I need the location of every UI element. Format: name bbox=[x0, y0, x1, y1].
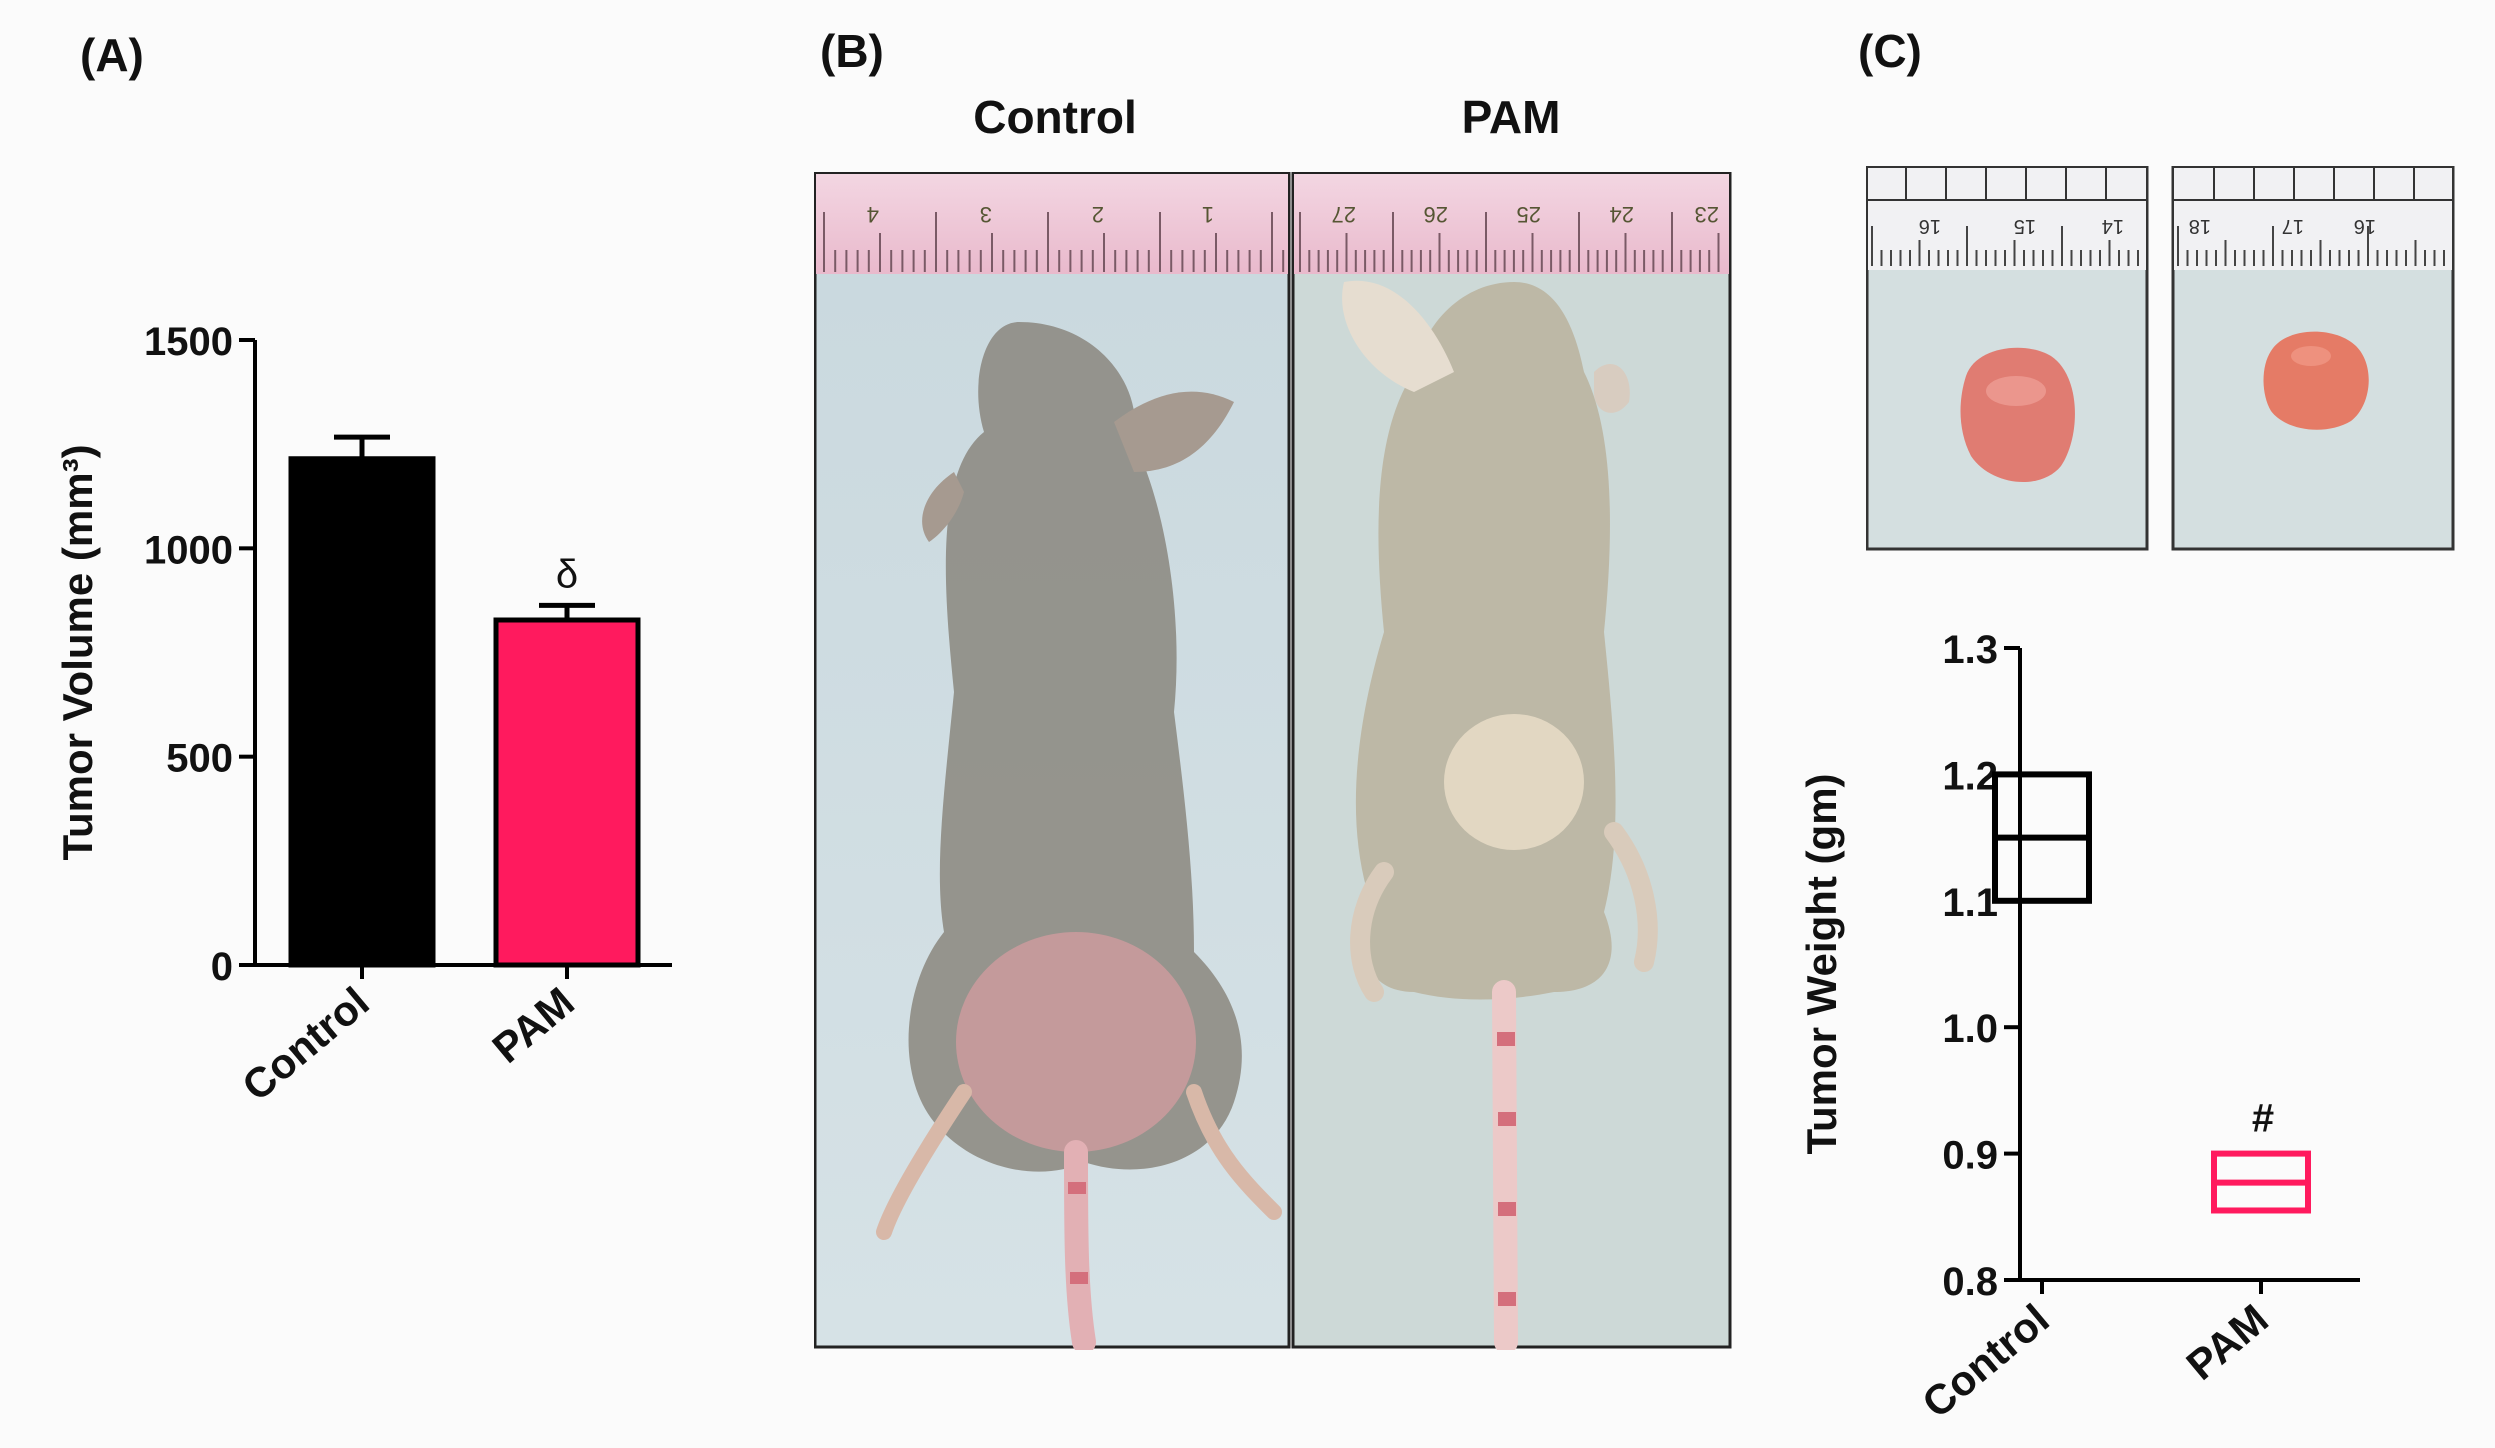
x-tick-label: PAM bbox=[2177, 1295, 2276, 1389]
tumor-photo-pam: 18 17 16 bbox=[2171, 166, 2455, 551]
ruler-number: 23 bbox=[1695, 202, 1719, 227]
y-tick-label: 0.9 bbox=[1942, 1134, 1998, 1178]
y-tick-label: 1.1 bbox=[1942, 881, 1998, 925]
control-mouse-body bbox=[908, 322, 1242, 1172]
y-tick-label: 1000 bbox=[144, 528, 233, 572]
ruler bbox=[1294, 174, 1729, 274]
ruler-number: 16 bbox=[1919, 215, 1941, 237]
ruler-number: 25 bbox=[1517, 202, 1541, 227]
y-tick-label: 500 bbox=[166, 737, 233, 781]
bar-control bbox=[288, 456, 436, 968]
control-tumor bbox=[956, 932, 1196, 1152]
ruler-number: 26 bbox=[1424, 202, 1448, 227]
panel-c-label: (C) bbox=[1858, 25, 1922, 77]
panel-b-label: (B) bbox=[820, 25, 884, 77]
bar-pam bbox=[493, 617, 641, 968]
ruler-number: 18 bbox=[2189, 215, 2211, 237]
y-tick-label: 1500 bbox=[144, 320, 233, 364]
y-tick-label: 1.0 bbox=[1942, 1007, 1998, 1051]
tumor-volume-bar-chart: 0 500 1000 1500 Tumor Volume (mm³) Control PAM… bbox=[54, 320, 672, 1110]
mouse-photo-pam: 27 26 25 24 23 bbox=[1291, 172, 1732, 1350]
mouse-photo-control: 4 3 2 1 bbox=[814, 172, 1291, 1350]
mouse-photo-pam-title: PAM bbox=[1461, 91, 1561, 143]
pam-tumor bbox=[1444, 714, 1584, 850]
y-axis-label: Tumor Volume (mm³) bbox=[54, 444, 101, 860]
tumor-photo-control: 16 15 14 bbox=[1866, 166, 2149, 551]
ruler-number: 1 bbox=[1202, 202, 1214, 227]
panel-a-label: (A) bbox=[80, 29, 144, 81]
ruler-number: 27 bbox=[1332, 202, 1356, 227]
y-tick-label: 0.8 bbox=[1942, 1260, 1998, 1304]
tumor-photos: 16 15 14 18 17 16 bbox=[1866, 166, 2455, 551]
ruler-number: 24 bbox=[1610, 202, 1634, 227]
y-tick-label: 1.2 bbox=[1942, 754, 1998, 798]
tumor-weight-box-chart: 0.8 0.9 1.0 1.1 1.2 1.3 Tumor Weight (gm) Contr… bbox=[1798, 628, 2360, 1427]
ruler-number: 3 bbox=[980, 202, 992, 227]
x-tick-label: Control bbox=[1913, 1295, 2058, 1427]
x-tick-label: Control bbox=[233, 978, 378, 1110]
significance-marker: # bbox=[2252, 1097, 2274, 1141]
mouse-photo-control-title: Control bbox=[973, 91, 1137, 143]
ruler-number: 17 bbox=[2282, 215, 2304, 237]
mouse-photos: 4 3 2 1 27 26 25 24 23 bbox=[814, 172, 1732, 1350]
y-tick-label: 0 bbox=[211, 945, 233, 989]
ruler bbox=[816, 174, 1288, 274]
ruler-number: 16 bbox=[2354, 215, 2376, 237]
y-axis-label: Tumor Weight (gm) bbox=[1798, 773, 1845, 1154]
ruler-number: 15 bbox=[2014, 215, 2036, 237]
ruler-number: 14 bbox=[2102, 215, 2124, 237]
significance-marker: δ bbox=[556, 552, 578, 596]
ruler-number: 2 bbox=[1092, 202, 1104, 227]
ruler-number: 4 bbox=[867, 202, 879, 227]
y-tick-label: 1.3 bbox=[1942, 628, 1998, 672]
x-tick-label: PAM bbox=[483, 978, 582, 1072]
pam-tumor-specimen bbox=[2263, 331, 2369, 430]
control-tumor-specimen bbox=[1960, 347, 2075, 483]
